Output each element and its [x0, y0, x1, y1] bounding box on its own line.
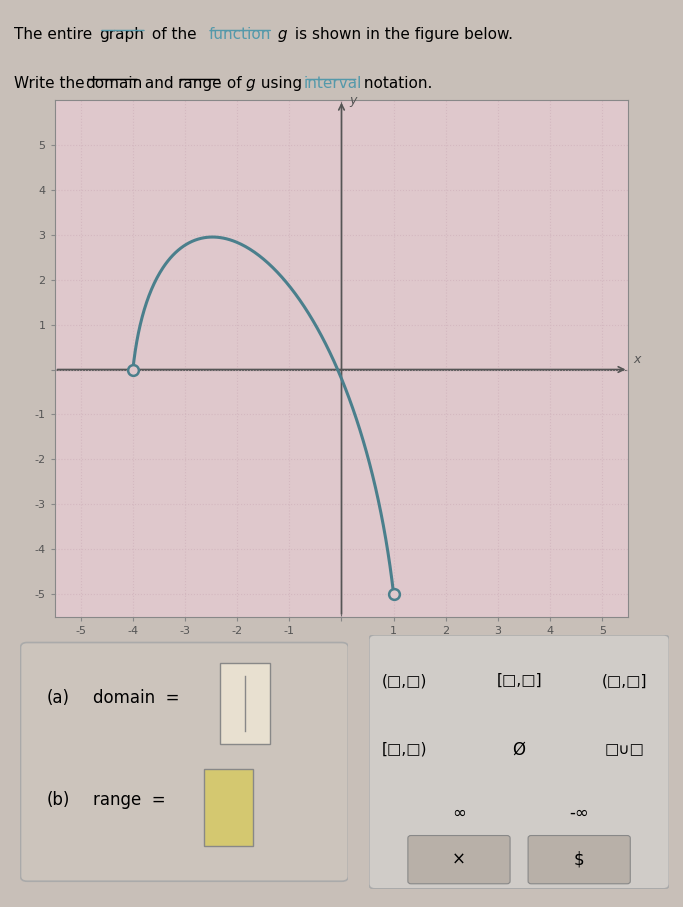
- Text: using: using: [256, 76, 307, 92]
- Text: (b): (b): [46, 791, 70, 809]
- Text: of the: of the: [147, 27, 201, 43]
- FancyBboxPatch shape: [204, 769, 253, 845]
- Text: range: range: [178, 76, 222, 92]
- Text: (□,□): (□,□): [382, 673, 428, 688]
- Text: Ø: Ø: [512, 740, 526, 758]
- Text: domain  =: domain =: [93, 689, 179, 707]
- Text: -∞: -∞: [570, 804, 589, 822]
- Text: Write the: Write the: [14, 76, 89, 92]
- Text: (a): (a): [46, 689, 70, 707]
- FancyBboxPatch shape: [474, 721, 564, 782]
- Text: [□,□): [□,□): [382, 742, 428, 756]
- Text: domain: domain: [85, 76, 143, 92]
- Text: g: g: [246, 76, 255, 92]
- Text: interval: interval: [304, 76, 362, 92]
- Text: [□,□]: [□,□]: [497, 673, 542, 688]
- Text: range  =: range =: [93, 791, 165, 809]
- Text: y: y: [349, 94, 357, 107]
- Text: is shown in the figure below.: is shown in the figure below.: [290, 27, 514, 43]
- FancyBboxPatch shape: [408, 835, 510, 883]
- Text: notation.: notation.: [359, 76, 432, 92]
- Text: of: of: [222, 76, 247, 92]
- FancyBboxPatch shape: [474, 653, 564, 714]
- FancyBboxPatch shape: [360, 721, 450, 782]
- Text: $: $: [574, 851, 585, 869]
- Text: graph: graph: [99, 27, 144, 43]
- Text: ∞: ∞: [452, 804, 466, 822]
- Text: □∪□: □∪□: [604, 742, 644, 756]
- Text: function: function: [208, 27, 270, 43]
- Text: g: g: [273, 27, 288, 43]
- Text: x: x: [634, 353, 641, 366]
- FancyBboxPatch shape: [369, 635, 669, 889]
- FancyBboxPatch shape: [579, 721, 669, 782]
- FancyBboxPatch shape: [579, 653, 669, 714]
- Text: ×: ×: [452, 851, 466, 869]
- Text: and: and: [140, 76, 178, 92]
- Point: [128, 362, 139, 376]
- FancyBboxPatch shape: [528, 835, 630, 883]
- Point: [388, 587, 399, 601]
- FancyBboxPatch shape: [221, 663, 270, 744]
- Text: (□,□]: (□,□]: [602, 673, 647, 688]
- Text: The entire: The entire: [14, 27, 97, 43]
- FancyBboxPatch shape: [20, 642, 348, 882]
- FancyBboxPatch shape: [360, 653, 450, 714]
